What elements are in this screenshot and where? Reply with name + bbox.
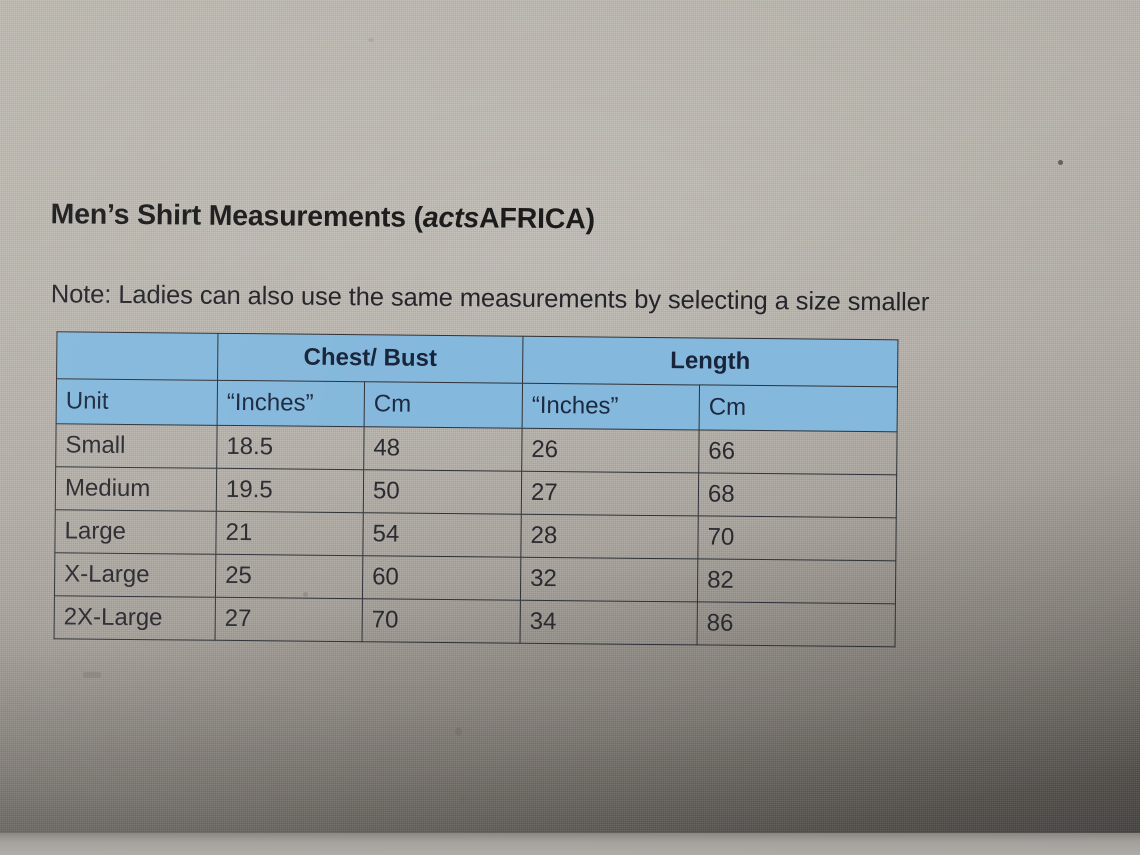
group-header-chest-bust: Chest/ Bust bbox=[217, 333, 523, 384]
document-content: Men’s Shirt Measurements (actsAFRICA) No… bbox=[50, 198, 930, 647]
column-header-length-inches: “Inches” bbox=[522, 383, 700, 430]
table-body: Small 18.5 48 26 66 Medium 19.5 50 27 68 bbox=[54, 423, 898, 647]
dust-speck bbox=[459, 795, 465, 803]
cell-unit: Medium bbox=[55, 466, 217, 512]
group-header-blank bbox=[56, 331, 218, 381]
dust-speck bbox=[1058, 160, 1063, 165]
column-header-chest-cm-label: Cm bbox=[373, 390, 412, 418]
cell-length-inches: 28 bbox=[520, 514, 699, 559]
page-title: Men’s Shirt Measurements (actsAFRICA) bbox=[50, 198, 595, 236]
group-header-row: Chest/ Bust Length bbox=[56, 331, 898, 387]
column-header-length-inches-label: “Inches” bbox=[531, 391, 619, 420]
table-head: Chest/ Bust Length Unit “Inches” Cm “Inc… bbox=[56, 331, 898, 432]
cell-unit: Large bbox=[54, 509, 217, 555]
dust-speck bbox=[455, 727, 462, 736]
column-header-chest-cm: Cm bbox=[364, 381, 523, 429]
cell-chest-cm: 50 bbox=[363, 469, 522, 515]
brand-name-bold: AFRICA bbox=[478, 202, 586, 236]
group-header-length-label: Length bbox=[670, 347, 751, 375]
table-row: 2X-Large 27 70 34 86 bbox=[54, 595, 896, 647]
cell-chest-inches: 25 bbox=[215, 554, 363, 599]
cell-chest-cm: 48 bbox=[363, 426, 523, 472]
column-header-length-cm-label: Cm bbox=[708, 393, 747, 421]
group-header-length: Length bbox=[522, 336, 898, 387]
cell-chest-cm: 70 bbox=[362, 598, 521, 644]
page-title-prefix: Men’s Shirt Measurements ( bbox=[50, 198, 424, 234]
brand-name-italic: acts bbox=[422, 201, 480, 235]
cell-chest-inches: 18.5 bbox=[216, 425, 365, 470]
column-header-row: Unit “Inches” Cm “Inches” Cm bbox=[56, 378, 898, 432]
cell-length-cm: 82 bbox=[697, 558, 896, 604]
cell-length-cm: 66 bbox=[698, 429, 898, 475]
cell-length-inches: 26 bbox=[521, 428, 700, 473]
column-header-unit-label: Unit bbox=[65, 387, 109, 415]
size-chart-table: Chest/ Bust Length Unit “Inches” Cm “Inc… bbox=[54, 331, 899, 647]
cell-chest-cm: 54 bbox=[362, 512, 522, 558]
column-header-length-cm: Cm bbox=[699, 384, 898, 432]
screen-bottom-edge bbox=[0, 833, 1140, 855]
column-header-chest-inches: “Inches” bbox=[217, 380, 365, 427]
group-header-chest-bust-label: Chest/ Bust bbox=[303, 343, 438, 372]
size-chart-table-wrapper: Chest/ Bust Length Unit “Inches” Cm “Inc… bbox=[54, 331, 899, 647]
cell-chest-inches: 21 bbox=[215, 511, 364, 556]
dust-speck bbox=[368, 38, 374, 42]
cell-length-cm: 70 bbox=[697, 515, 897, 561]
cell-length-inches: 27 bbox=[521, 471, 699, 516]
column-header-chest-inches-label: “Inches” bbox=[226, 388, 314, 417]
cell-unit: 2X-Large bbox=[54, 595, 216, 641]
note-text: Note: Ladies can also use the same measu… bbox=[50, 280, 930, 317]
cell-chest-inches: 27 bbox=[215, 597, 363, 642]
cell-length-cm: 86 bbox=[697, 601, 896, 647]
cell-unit: Small bbox=[55, 423, 218, 469]
group-header-blank-label bbox=[57, 355, 217, 357]
page-title-suffix: ) bbox=[585, 203, 596, 236]
cell-length-cm: 68 bbox=[698, 472, 897, 518]
cell-length-inches: 34 bbox=[520, 600, 698, 645]
column-header-unit: Unit bbox=[56, 378, 218, 426]
cell-chest-cm: 60 bbox=[362, 555, 521, 601]
dust-speck bbox=[303, 592, 308, 597]
cell-chest-inches: 19.5 bbox=[216, 468, 364, 513]
cell-unit: X-Large bbox=[54, 552, 216, 598]
cell-length-inches: 32 bbox=[520, 557, 698, 602]
dust-speck bbox=[83, 672, 101, 678]
